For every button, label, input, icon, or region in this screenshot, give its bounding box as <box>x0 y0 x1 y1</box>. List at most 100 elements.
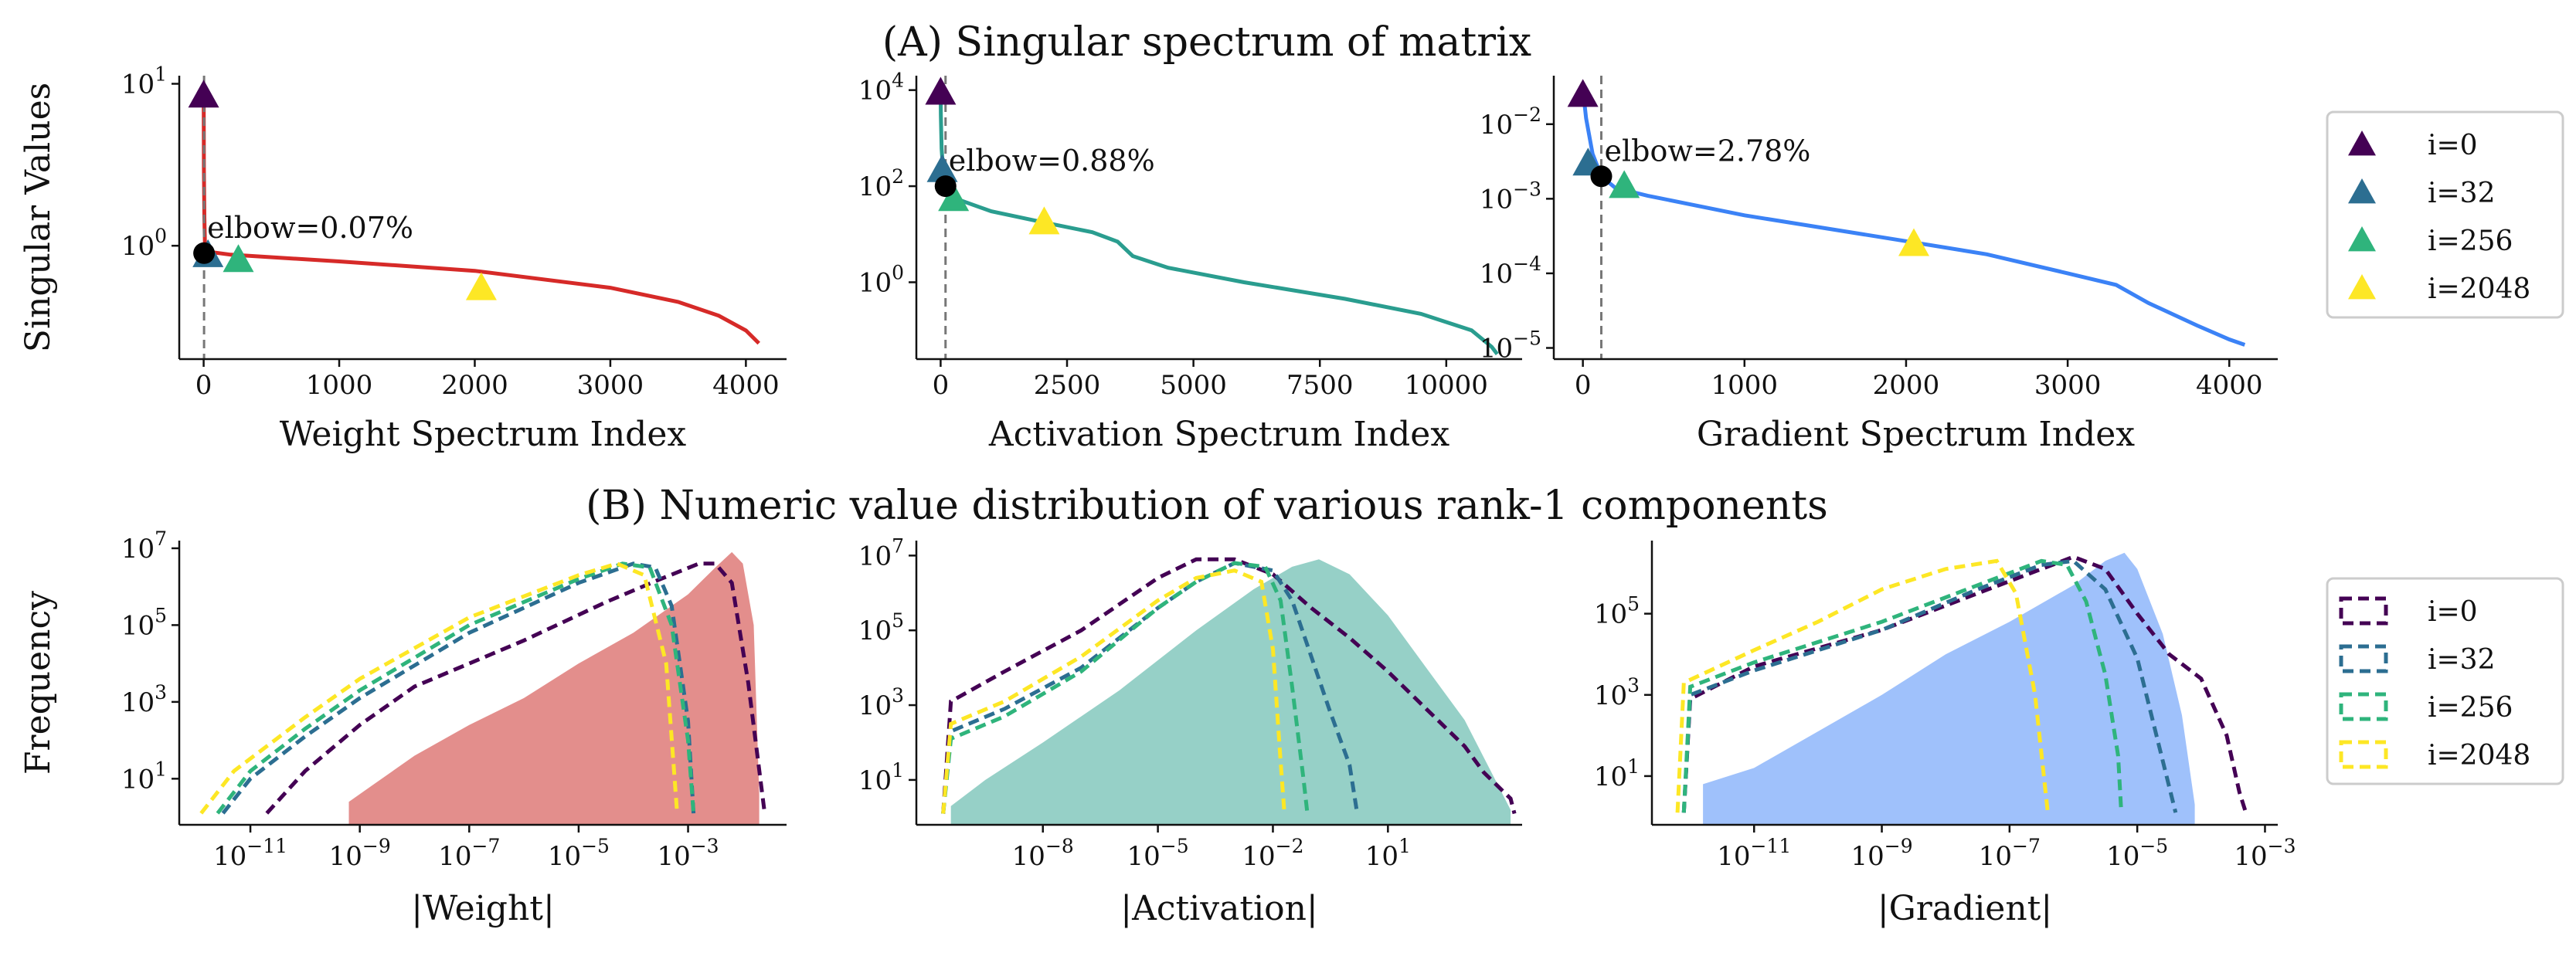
weight_spectrum-marker-2 <box>223 244 254 273</box>
weight_hist-xticklabel-3-base: 10 <box>548 841 581 872</box>
weight_hist-xticklabel-1-base: 10 <box>329 841 362 872</box>
gradient_hist-line-0 <box>1681 555 2248 813</box>
activation_hist-xticklabel-0-base: 10 <box>1012 841 1045 872</box>
weight_hist-xticklabel-0: 10−11 <box>213 835 287 872</box>
weight_hist-yticklabel-3: 107 <box>121 527 167 565</box>
gradient_hist-histogram <box>1703 552 2195 825</box>
weight_spectrum-xticklabel-2: 2000 <box>441 370 508 401</box>
weight_hist-yticklabel-2-base: 10 <box>121 610 155 641</box>
weight_hist-xticklabel-3-exponent: −5 <box>581 835 610 857</box>
legend_a-label-3: i=2048 <box>2428 273 2530 305</box>
gradient_hist-xticklabel-0-base: 10 <box>1717 841 1750 872</box>
weight_spectrum-yticklabel-1-base: 10 <box>121 69 155 100</box>
activation_spectrum-yticklabel-2-exponent: 4 <box>892 70 904 92</box>
panel-weight_hist: 10−11 10−9 10−7 10−5 10−3101103105107|Weight… <box>19 527 787 928</box>
weight_spectrum-yticklabel-1: 101 <box>121 63 167 100</box>
weight_spectrum-xlabel: Weight Spectrum Index <box>280 415 687 454</box>
activation_spectrum-yticklabel-1-exponent: 2 <box>892 165 904 188</box>
legend_a-swatch-2 <box>2348 226 2376 252</box>
weight_hist-yticklabel-0-exponent: 1 <box>155 758 167 780</box>
weight_hist-line-2 <box>216 561 696 815</box>
gradient_hist-xticklabel-2: 10−7 <box>1979 835 2041 872</box>
activation_hist-yticklabel-1-base: 10 <box>858 690 892 721</box>
panel-weight_spectrum: elbow=0.07%0 1000 2000 3000 4000100101Weight… <box>19 63 787 454</box>
activation_hist-xticklabel-1-base: 10 <box>1127 841 1161 872</box>
activation_spectrum-yticklabel-0-base: 10 <box>858 267 892 298</box>
gradient_hist-xticklabel-1-base: 10 <box>1850 841 1884 872</box>
activation_hist-xticklabel-3: 101 <box>1365 835 1411 872</box>
legend_b-label-1: i=32 <box>2428 644 2496 676</box>
weight_spectrum-yticklabel-1-exponent: 1 <box>155 63 167 85</box>
gradient_hist-xticklabel-3: 10−5 <box>2106 835 2168 872</box>
activation_spectrum-xlabel: Activation Spectrum Index <box>988 415 1450 454</box>
weight_hist-xticklabel-4-exponent: −3 <box>691 835 719 857</box>
activation_spectrum-yticklabel-1: 102 <box>858 165 904 202</box>
weight_hist-line-3 <box>199 561 679 815</box>
activation_hist-xticklabel-1: 10−5 <box>1127 835 1189 872</box>
weight_spectrum-xticklabel-0: 0 <box>195 370 212 401</box>
weight_hist-yticklabel-1-base: 10 <box>121 687 155 718</box>
gradient_hist-yticklabel-1-base: 10 <box>1594 680 1627 711</box>
legend_b-swatch-1 <box>2339 644 2388 673</box>
activation_hist-line-3 <box>941 568 1286 814</box>
gradient_spectrum-xlabel: Gradient Spectrum Index <box>1697 415 2135 454</box>
activation_hist-line-0 <box>941 557 1517 815</box>
weight_hist-xticklabel-2-exponent: −7 <box>472 835 501 857</box>
gradient_hist-xlabel: |Gradient| <box>1878 889 2052 928</box>
gradient_hist-yticklabel-2-exponent: 5 <box>1627 593 1640 616</box>
weight_spectrum-yticklabel-0-base: 10 <box>121 231 155 262</box>
gradient_spectrum-xticklabel-2: 2000 <box>1873 370 1940 401</box>
gradient_spectrum-marker-3 <box>1898 228 1929 256</box>
weight_hist-xlabel: |Weight| <box>411 889 555 928</box>
panel-gradient_spectrum: elbow=2.78%0 1000 2000 3000 400010−510−410−3… <box>1480 76 2278 454</box>
legend_b-label-3: i=2048 <box>2428 740 2530 772</box>
gradient_spectrum-yticklabel-3-exponent: −2 <box>1513 103 1541 126</box>
weight_hist-ylabel: Frequency <box>19 591 58 775</box>
legend_b-label-0: i=0 <box>2428 596 2478 628</box>
activation_hist-xlabel: |Activation| <box>1120 889 1318 928</box>
activation_spectrum-marker-3 <box>1028 206 1060 235</box>
activation_spectrum-curve <box>938 90 1499 356</box>
gradient_spectrum-marker-0 <box>1567 79 1599 107</box>
title-b: (B) Numeric value distribution of variou… <box>586 483 1828 529</box>
weight_spectrum-marker-0 <box>188 80 219 108</box>
legend-legend_a: i=0 i=32 i=256 i=2048 <box>2326 110 2564 319</box>
legend_b-swatch-2 <box>2339 692 2388 721</box>
activation_hist-xticklabel-3-exponent: 1 <box>1398 835 1411 857</box>
gradient_spectrum-elbow-point <box>1590 165 1613 188</box>
weight_hist-xticklabel-0-base: 10 <box>213 841 246 872</box>
gradient_spectrum-marker-2 <box>1609 170 1640 198</box>
weight_spectrum-xticklabel-1: 1000 <box>306 370 373 401</box>
gradient_hist-line-3 <box>1675 558 2050 813</box>
weight_hist-xticklabel-1: 10−9 <box>329 835 391 872</box>
gradient_hist-xticklabel-4-base: 10 <box>2234 841 2267 872</box>
activation_hist-yticklabel-2-base: 10 <box>858 616 892 646</box>
weight_hist-yticklabel-3-exponent: 7 <box>155 527 167 550</box>
legend_a-swatch-0 <box>2348 131 2376 156</box>
activation_hist-yticklabel-2: 105 <box>858 609 904 646</box>
activation_spectrum-yticklabel-2: 104 <box>858 70 904 107</box>
weight_spectrum-ylabel: Singular Values <box>19 83 58 352</box>
gradient_hist-xticklabel-4: 10−3 <box>2234 835 2296 872</box>
activation_hist-xticklabel-0: 10−8 <box>1012 835 1074 872</box>
legend_b-swatch-0 <box>2339 596 2388 626</box>
weight_hist-yticklabel-1-exponent: 3 <box>155 681 167 704</box>
gradient_hist-xticklabel-3-exponent: −5 <box>2139 835 2168 857</box>
legend_b-label-2: i=256 <box>2428 692 2513 724</box>
weight_hist-xticklabel-2: 10−7 <box>438 835 500 872</box>
weight_spectrum-elbow-label: elbow=0.07% <box>207 211 413 245</box>
gradient_hist-yticklabel-0: 101 <box>1594 755 1640 792</box>
legend-legend_b: i=0 i=32 i=256 i=2048 <box>2326 577 2564 785</box>
gradient_spectrum-yticklabel-1-exponent: −4 <box>1513 253 1541 275</box>
activation_hist-yticklabel-2-exponent: 5 <box>892 609 904 632</box>
activation_hist-xticklabel-2-exponent: −2 <box>1276 835 1304 857</box>
gradient_hist-yticklabel-0-base: 10 <box>1594 761 1627 792</box>
weight_hist-yticklabel-0: 101 <box>121 758 167 795</box>
gradient_hist-xticklabel-1: 10−9 <box>1850 835 1912 872</box>
activation_hist-yticklabel-0: 101 <box>858 759 904 796</box>
gradient_spectrum-xticklabel-4: 4000 <box>2196 370 2263 401</box>
gradient_spectrum-yticklabel-3-base: 10 <box>1480 110 1513 141</box>
gradient_hist-xticklabel-4-exponent: −3 <box>2268 835 2296 857</box>
weight_spectrum-marker-3 <box>465 272 497 300</box>
